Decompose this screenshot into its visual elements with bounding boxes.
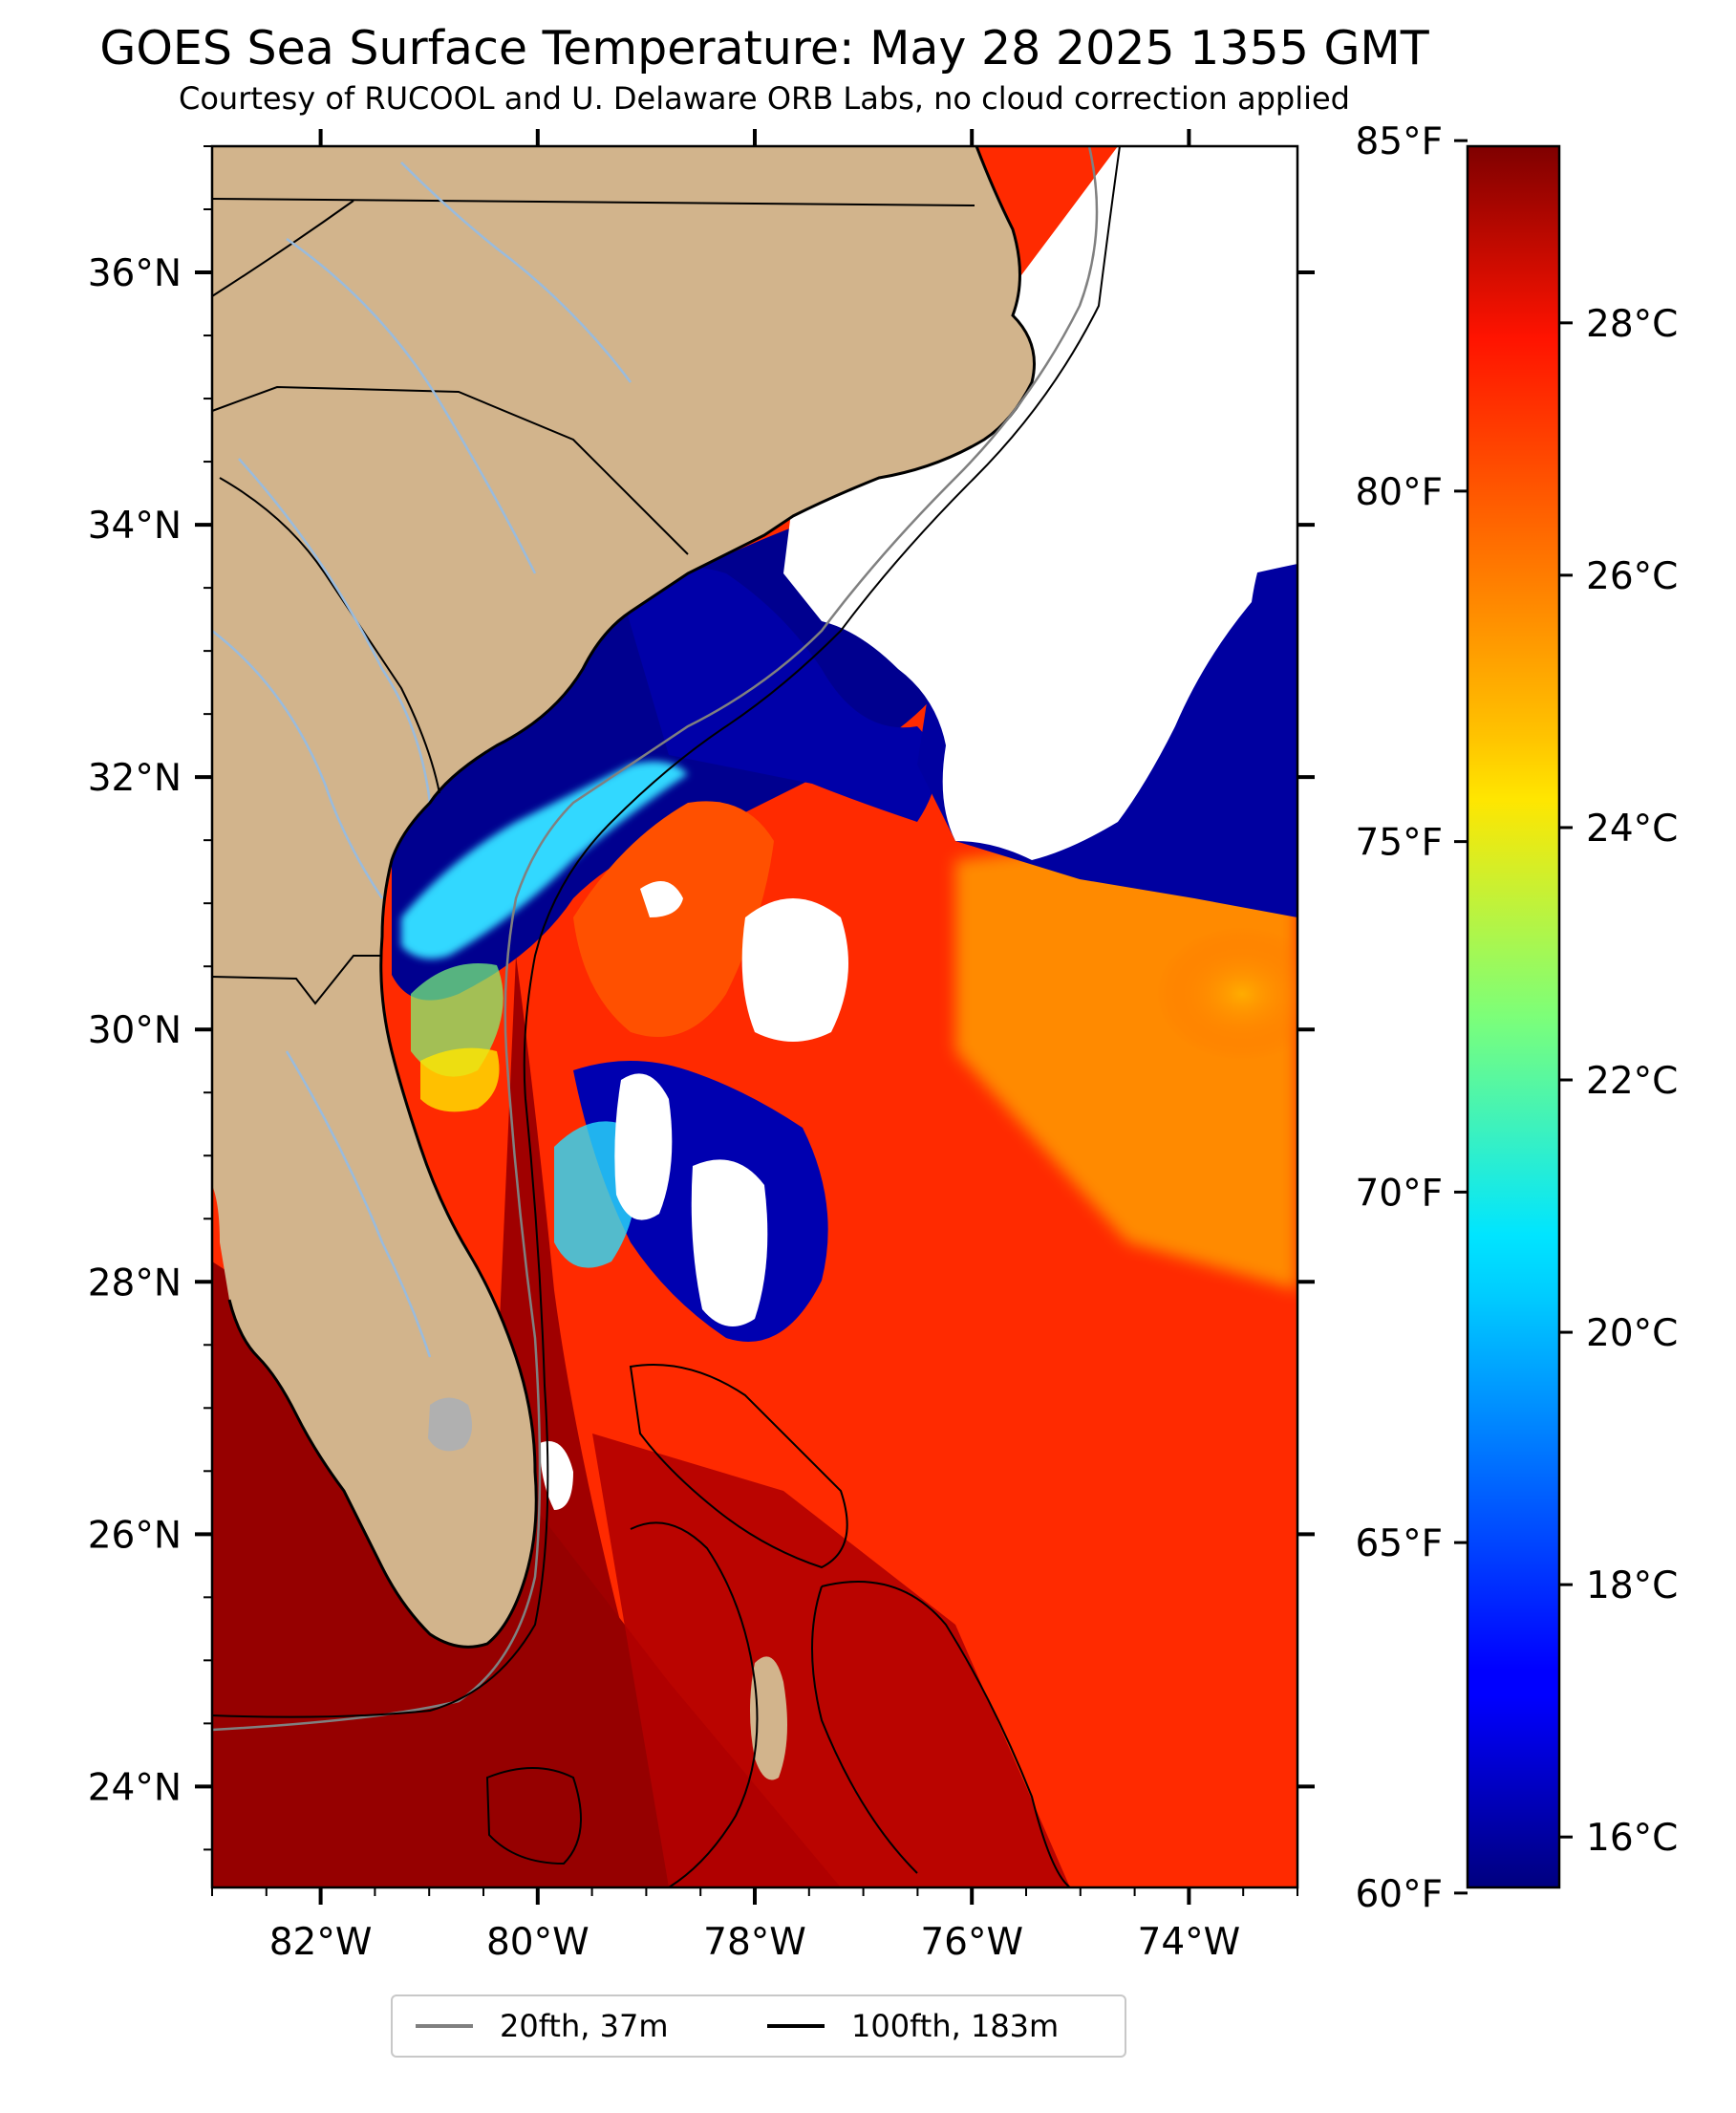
- colorbar: [1466, 144, 1561, 1889]
- legend-label-20fth: 20fth, 37m: [500, 2008, 669, 2044]
- north-shelf-cold: [621, 567, 936, 822]
- celsius-tick-label: 22°C: [1586, 1060, 1678, 1103]
- lon-tick-label: 74°W: [1138, 1921, 1241, 1964]
- isobath-little-bahama-bank: [630, 1521, 759, 1887]
- cyan-coastal-fl: [411, 963, 504, 1077]
- celsius-tick-label: 26°C: [1586, 555, 1678, 598]
- fahrenheit-tick-label: 65°F: [1355, 1522, 1443, 1565]
- lat-tick-label: 24°N: [88, 1766, 182, 1809]
- longitude-ticks: 82°W 80°W 78°W 76°W 74°W: [211, 129, 1298, 1964]
- celsius-tick-label: 18°C: [1586, 1564, 1678, 1607]
- isobath-100fth: [212, 146, 1121, 1718]
- river-3: [400, 162, 632, 383]
- celsius-tick-label: 20°C: [1586, 1312, 1678, 1355]
- yellow-coastal-fl: [420, 1047, 500, 1112]
- fahrenheit-tick-label: 80°F: [1355, 471, 1443, 514]
- cloud-patch-3: [691, 1159, 768, 1326]
- legend-item-100fth: 100fth, 183m: [767, 1996, 1059, 2056]
- lat-tick-label: 34°N: [88, 505, 182, 548]
- legend-label-100fth: 100fth, 183m: [851, 2008, 1060, 2044]
- coastline: [227, 146, 1036, 1649]
- legend-swatch-20fth: [416, 2024, 473, 2028]
- latitude-ticks: 36°N 34°N 32°N 30°N 28°N 26°N 24°N: [88, 145, 1315, 1851]
- shelf-cyan-band: [401, 761, 688, 959]
- lon-tick-label: 80°W: [486, 1921, 589, 1964]
- state-border-ga-fl: [212, 955, 382, 1005]
- lat-tick-label: 28°N: [88, 1261, 182, 1304]
- colorbar-fahrenheit-ticks: 60°F 65°F 70°F 75°F 80°F 85°F: [1355, 120, 1468, 1916]
- cloud-patch-1: [741, 898, 848, 1042]
- legend-swatch-100fth: [767, 2024, 825, 2028]
- lat-tick-label: 32°N: [88, 757, 182, 800]
- lon-tick-label: 78°W: [703, 1921, 806, 1964]
- land-andros-island: [750, 1656, 787, 1780]
- warm-tongue-mid: [573, 801, 774, 1037]
- isobath-20fth: [212, 146, 1099, 1732]
- fahrenheit-tick-label: 70°F: [1355, 1172, 1443, 1215]
- fahrenheit-tick-label: 85°F: [1355, 120, 1443, 163]
- cloud-patch-4: [640, 881, 683, 917]
- state-border-va-nc: [212, 198, 975, 206]
- lat-tick-label: 26°N: [88, 1514, 182, 1557]
- legend-item-20fth: 20fth, 37m: [416, 1996, 668, 2056]
- cloud-northeast: [783, 146, 1297, 860]
- bahamas-warm: [592, 1434, 1070, 1887]
- lake-okeechobee: [428, 1397, 472, 1452]
- figure-subtitle: Courtesy of RUCOOL and U. Delaware ORB L…: [179, 80, 1350, 117]
- cloud-strip-ne: [1194, 487, 1297, 583]
- river-2: [238, 458, 432, 804]
- lon-tick-label: 76°W: [920, 1921, 1023, 1964]
- figure-title: GOES Sea Surface Temperature: May 28 202…: [99, 21, 1429, 75]
- state-border-tn: [212, 200, 354, 297]
- cloud-patch-2: [614, 1073, 673, 1220]
- isobath-cay-sal-bank: [485, 1767, 582, 1865]
- land-mainland: [212, 146, 1035, 1648]
- map-area: [212, 146, 1297, 1887]
- isobath-great-bahama-bank: [811, 1581, 1071, 1887]
- colorbar-celsius-ticks: 16°C 18°C 20°C 22°C 24°C 26°C 28°C: [1559, 303, 1678, 1860]
- fahrenheit-tick-label: 75°F: [1355, 822, 1443, 865]
- lon-tick-label: 82°W: [269, 1921, 373, 1964]
- river-1: [286, 237, 537, 574]
- sst-yellow-patch: [1156, 927, 1297, 1061]
- river-5: [285, 1050, 432, 1358]
- celsius-tick-label: 16°C: [1586, 1817, 1678, 1860]
- state-border-nc-sc: [212, 385, 689, 555]
- lat-tick-label: 36°N: [88, 252, 182, 295]
- isobath-bahamas-bank: [629, 1364, 848, 1569]
- celsius-tick-label: 28°C: [1586, 303, 1678, 346]
- fahrenheit-tick-label: 60°F: [1355, 1873, 1443, 1916]
- celsius-tick-label: 24°C: [1586, 808, 1678, 851]
- lat-tick-label: 30°N: [88, 1009, 182, 1052]
- isobath-legend: 20fth, 37m 100fth, 183m: [391, 1994, 1126, 2058]
- river-4: [212, 630, 384, 899]
